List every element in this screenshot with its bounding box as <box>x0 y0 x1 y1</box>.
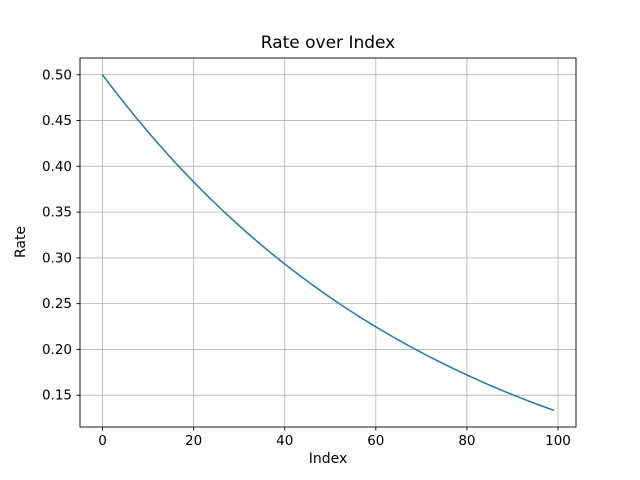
axes-spines <box>79 57 577 428</box>
series-line-rate <box>101 74 555 411</box>
x-tick-label: 20 <box>185 433 202 449</box>
y-axis-label: Rate <box>13 225 29 259</box>
y-tick-label: 0.20 <box>42 342 72 358</box>
x-tick-label: 60 <box>367 433 384 449</box>
y-tick-label: 0.35 <box>42 205 72 221</box>
x-tick-label: 80 <box>458 433 475 449</box>
chart-title: Rate over Index <box>260 33 396 53</box>
x-axis-label: Index <box>308 451 348 467</box>
x-tick-label: 40 <box>276 433 293 449</box>
y-tick-label: 0.25 <box>42 296 72 312</box>
y-tick-label: 0.50 <box>42 67 72 83</box>
x-tick-label: 0 <box>98 433 107 449</box>
y-tick-label: 0.15 <box>42 388 72 404</box>
y-tick-label: 0.30 <box>42 250 72 266</box>
x-tick-label: 100 <box>545 433 571 449</box>
y-tick-label: 0.45 <box>42 113 72 129</box>
y-tick-label: 0.40 <box>42 159 72 175</box>
